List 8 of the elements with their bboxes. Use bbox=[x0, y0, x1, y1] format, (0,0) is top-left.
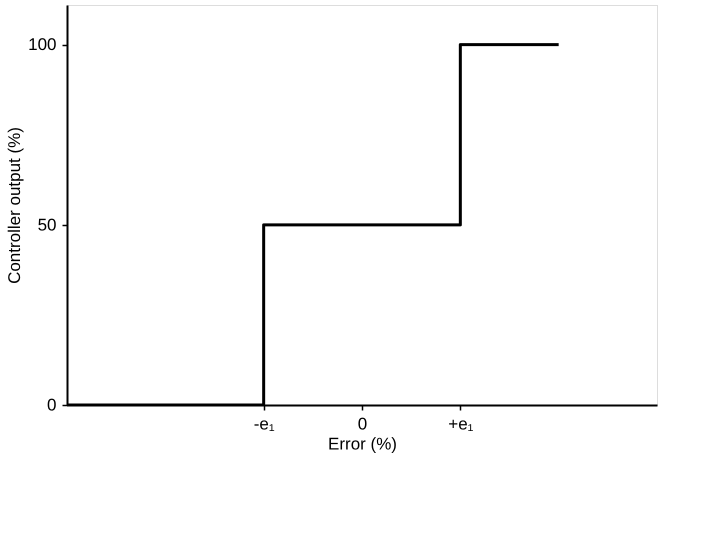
x-tick-label: -e₁ bbox=[254, 414, 275, 434]
x-tick-label: +e₁ bbox=[448, 414, 474, 434]
y-tick-label: 100 bbox=[28, 35, 56, 54]
x-axis-title: Error (%) bbox=[328, 434, 397, 454]
y-tick-label: 0 bbox=[47, 396, 56, 414]
x-tick-label: 0 bbox=[358, 414, 368, 434]
y-axis-title: Controller output (%) bbox=[5, 127, 24, 284]
y-tick-label: 50 bbox=[38, 215, 56, 234]
